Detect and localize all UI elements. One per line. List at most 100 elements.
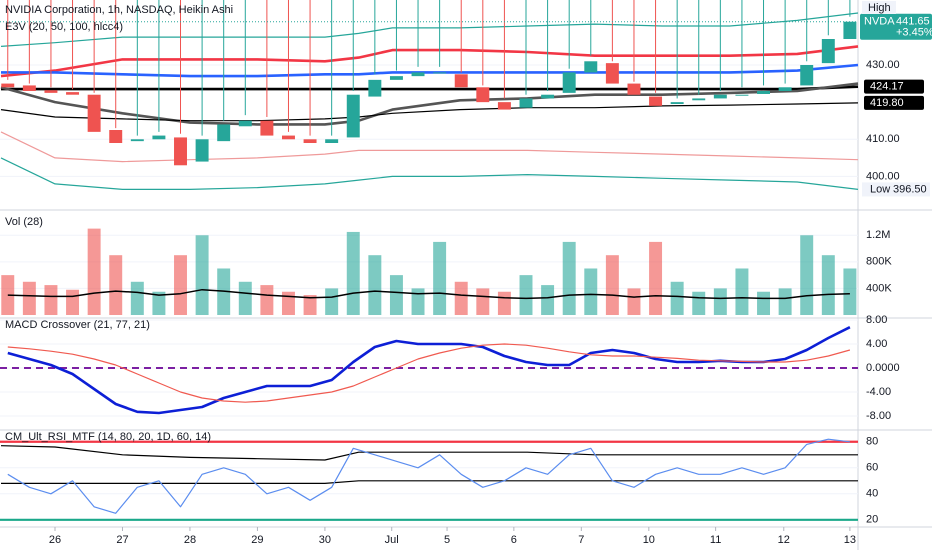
band-line [1, 480, 858, 484]
volume-bar [130, 281, 144, 315]
y-tick-label: 410.00 [866, 133, 900, 145]
volume-bar [476, 288, 490, 315]
candle-body [584, 61, 598, 73]
volume-bar [605, 255, 619, 315]
volume-bar [692, 291, 706, 315]
volume-bar [303, 295, 317, 315]
volume-bar [174, 255, 187, 315]
volume-bar [109, 255, 123, 315]
volume-bar [66, 289, 80, 315]
candle-body [735, 94, 749, 96]
high-tag [862, 1, 896, 14]
volume-bar [735, 268, 749, 315]
volume-bar [800, 235, 814, 315]
price-tag-label: 419.80 [870, 97, 904, 109]
volume-bar [627, 288, 641, 315]
volume-bar [346, 231, 360, 315]
y-tick-label: 1.2M [866, 229, 890, 241]
band-line [0, 157, 859, 190]
candle-body [22, 85, 36, 91]
candle-body [44, 90, 58, 93]
candle-body [109, 130, 123, 143]
indicator-label: E3V (20, 50, 100, hlcc4) [5, 21, 123, 33]
candle-body [519, 98, 533, 108]
chart-title: NVIDIA Corporation, 1h, NASDAQ, Heikin A… [5, 4, 233, 16]
volume-bar [649, 241, 663, 315]
y-tick-label: -8.00 [866, 410, 891, 422]
candle-body [821, 39, 835, 64]
candle-body [454, 74, 468, 88]
last-price-value: 441.65 [896, 16, 930, 28]
x-tick-label: Jul [385, 534, 399, 546]
y-tick-label: 80 [866, 436, 878, 448]
x-tick-label: 29 [251, 534, 263, 546]
candle-body [800, 65, 814, 86]
band-line [0, 131, 859, 163]
volume-bar [584, 268, 598, 315]
symbol-tag: NVDA [864, 16, 895, 28]
y-tick-label: 60 [866, 462, 878, 474]
band-line [1, 63, 859, 78]
candle-body [152, 135, 166, 140]
volume-bar [368, 255, 382, 315]
panel-title: MACD Crossover (21, 77, 21) [5, 319, 150, 331]
candle-body [605, 63, 619, 84]
price-tag-label: 424.17 [870, 81, 904, 93]
y-tick-label: 20 [866, 514, 878, 526]
candle-body [303, 139, 317, 143]
band-line [0, 12, 859, 47]
volume-bar [325, 288, 339, 315]
y-tick-label: 430.00 [866, 59, 900, 71]
volume-bar [670, 281, 684, 315]
candle-body [713, 94, 727, 99]
volume-bar [260, 285, 274, 315]
y-tick-label: 400K [866, 282, 892, 294]
candle-body [562, 72, 576, 93]
low-label: Low [870, 183, 890, 195]
candle-body [1, 83, 15, 88]
band-line [0, 45, 859, 78]
last-price-change: +3.45% [896, 27, 932, 39]
candle-body [627, 83, 641, 95]
low-tag [862, 182, 930, 197]
volume-bar [195, 235, 209, 315]
indicator-line [7, 326, 851, 415]
x-tick-label: 30 [319, 534, 331, 546]
volume-bar [757, 291, 771, 315]
candle-body [368, 79, 382, 97]
candle-body [217, 124, 231, 142]
volume-bar [22, 281, 36, 315]
candle-body [433, 72, 447, 74]
volume-ma-line [7, 288, 850, 300]
high-label: High [868, 2, 891, 14]
candle-body [692, 98, 706, 101]
candle-body [260, 120, 274, 136]
candle-body [411, 72, 425, 77]
candle-body [843, 21, 857, 39]
x-tick-label: 6 [511, 534, 517, 546]
x-tick-label: 13 [844, 534, 856, 546]
low-value: 396.50 [893, 183, 927, 195]
candle-body [281, 135, 295, 140]
x-tick-label: 26 [49, 534, 61, 546]
volume-bar [562, 241, 576, 315]
indicator-line [7, 438, 850, 514]
x-tick-label: 11 [710, 534, 721, 546]
band-line [0, 445, 858, 461]
x-tick-label: 7 [578, 534, 584, 546]
x-tick-label: 27 [116, 534, 128, 546]
y-tick-label: 40 [866, 488, 878, 500]
candle-body [778, 87, 792, 91]
x-tick-label: 10 [643, 534, 655, 546]
band-line [1, 85, 859, 91]
y-tick-label: 8.00 [866, 314, 887, 326]
y-tick-label: 400.00 [866, 170, 900, 182]
y-tick-label: 0.0000 [866, 362, 900, 374]
candle-body [87, 94, 101, 132]
price-tag [864, 95, 924, 110]
volume-bar [821, 255, 835, 315]
panel-title: CM_Ult_RSI_MTF (14, 80, 20, 1D, 60, 14) [5, 431, 211, 443]
volume-bar [713, 288, 727, 315]
y-tick-label: 4.00 [866, 338, 887, 350]
